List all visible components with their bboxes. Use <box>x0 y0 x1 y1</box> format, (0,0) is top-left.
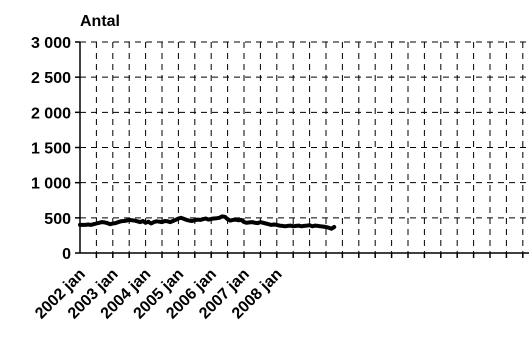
y-tick-label: 500 <box>44 211 71 228</box>
y-tick-label: 0 <box>62 246 71 263</box>
y-tick-label: 2 000 <box>31 105 71 122</box>
y-tick-label: 3 000 <box>31 35 71 52</box>
y-tick-label: 1 000 <box>31 176 71 193</box>
series-group <box>78 214 337 231</box>
y-tick-labels: 0 500 1 000 1 500 2 000 2 500 3 000 <box>31 35 71 263</box>
y-tick-label: 2 500 <box>31 70 71 87</box>
y-axis-label: Antal <box>80 13 120 30</box>
grid-lines <box>80 41 529 253</box>
series-line <box>78 214 337 231</box>
axes <box>75 41 529 258</box>
y-tick-label: 1 500 <box>31 141 71 158</box>
